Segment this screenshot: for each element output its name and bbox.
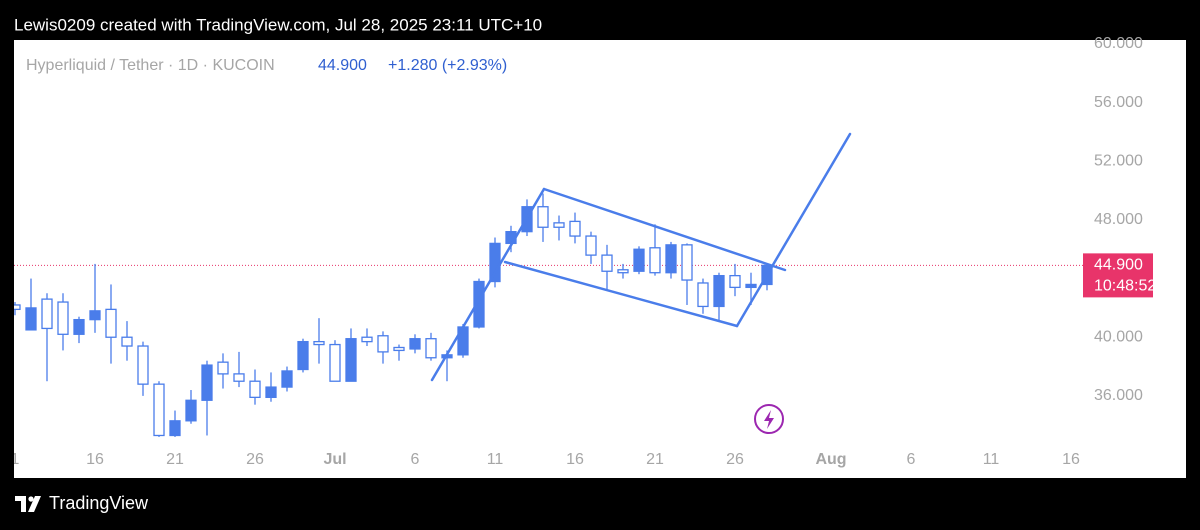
candle-body: [281, 370, 293, 388]
candle-body: [729, 274, 741, 289]
candle-body: [313, 340, 325, 346]
candle-body: [105, 308, 117, 338]
legend-change: +1.280 (+2.93%): [388, 57, 507, 74]
y-tick-label: 40.000: [1094, 328, 1143, 345]
legend-symbol: Hyperliquid / Tether · 1D · KUCOIN: [26, 57, 275, 74]
header: Lewis0209 created with TradingView.com, …: [14, 15, 542, 34]
footer-logo: [15, 496, 41, 512]
breakout-line: [735, 132, 852, 328]
candle-body: [697, 282, 709, 308]
candle-body: [249, 380, 261, 399]
x-tick-label: 21: [646, 451, 664, 468]
x-tick-label: 1: [11, 451, 20, 468]
candle-body: [14, 304, 21, 311]
candle-body: [409, 338, 421, 350]
candle-body: [665, 244, 677, 274]
candle-body: [425, 338, 437, 359]
candle-body: [169, 420, 181, 437]
candle-body: [345, 338, 357, 382]
x-tick-label: 16: [566, 451, 584, 468]
candle-body: [745, 283, 757, 289]
candle-body: [361, 336, 373, 343]
x-tick-label: Jul: [323, 451, 346, 468]
candle-body: [473, 280, 485, 328]
candle-body: [649, 247, 661, 274]
candle-body: [25, 307, 37, 331]
candle-body: [137, 345, 149, 385]
countdown-label: 10:48:52: [1094, 278, 1156, 295]
candle-body: [233, 373, 245, 382]
x-tick-label: Aug: [815, 451, 846, 468]
x-tick-label: 6: [411, 451, 420, 468]
flag-lower-line: [503, 260, 739, 328]
candle-body: [217, 361, 229, 375]
candle-body: [633, 248, 645, 272]
flag-pole: [430, 187, 546, 382]
y-tick-label: 52.000: [1094, 152, 1143, 169]
candle-body: [265, 386, 277, 399]
candle-body: [185, 399, 197, 422]
x-tick-label: 11: [983, 451, 1000, 468]
x-tick-label: 16: [86, 451, 104, 468]
candle-body: [681, 244, 693, 281]
candle-body: [329, 343, 341, 382]
x-tick-label: 11: [487, 451, 504, 468]
candle-body: [201, 364, 213, 401]
x-tick-label: 6: [907, 451, 916, 468]
x-tick-label: 26: [246, 451, 264, 468]
x-tick-label: 21: [166, 451, 184, 468]
y-tick-label: 48.000: [1094, 211, 1143, 228]
x-tick-label: 26: [726, 451, 744, 468]
drawings: [430, 132, 852, 382]
candle-body: [297, 340, 309, 371]
candle-body: [713, 274, 725, 308]
x-axis: 1 16 21 26 Jul 6 11 16 21 26 Aug 6 11 16: [11, 451, 1080, 468]
candle-body: [57, 301, 69, 335]
y-tick-label: 56.000: [1094, 94, 1143, 111]
flag-upper-line: [542, 187, 787, 272]
candle-body: [569, 220, 581, 237]
y-tick-label: 60.000: [1094, 35, 1143, 52]
candle-body: [617, 269, 629, 274]
candle-body: [553, 222, 565, 228]
candle-body: [377, 335, 389, 353]
candle-body: [489, 242, 501, 283]
event-icon[interactable]: [754, 404, 784, 434]
candle-body: [41, 298, 53, 330]
legend-close: 44.900: [318, 57, 367, 74]
candle-body: [73, 318, 85, 335]
chart-area: [14, 40, 1186, 478]
y-tick-label: 36.000: [1094, 387, 1143, 404]
candle-body: [153, 383, 165, 437]
footer-brand: TradingView: [49, 493, 149, 513]
candle-body: [601, 254, 613, 272]
candle-body: [393, 346, 405, 352]
plot: [14, 193, 1083, 437]
x-tick-label: 16: [1062, 451, 1080, 468]
price-label-box: [1083, 253, 1153, 298]
price-label: 44.900: [1094, 257, 1143, 274]
candle-body: [89, 310, 101, 321]
candle-body: [537, 206, 549, 228]
candle-body: [121, 336, 133, 347]
candle-body: [585, 235, 597, 256]
